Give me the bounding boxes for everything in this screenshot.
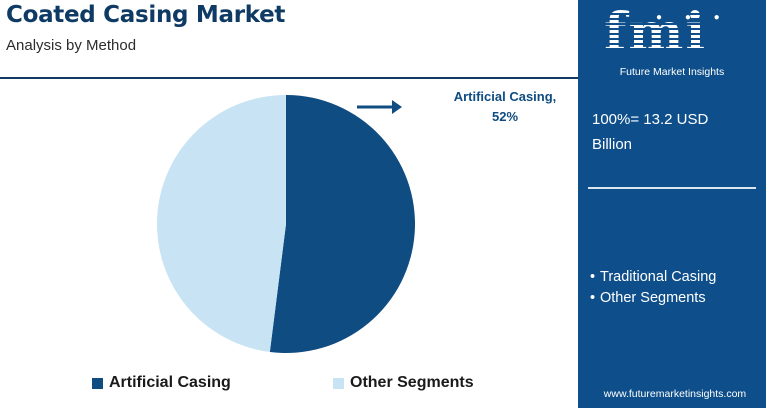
slice-callout: Artificial Casing, 52% xyxy=(430,87,580,127)
market-total-line2: Billion xyxy=(592,136,633,153)
segment-list: • Traditional Casing • Other Segments xyxy=(590,267,716,309)
segment-label: Other Segments xyxy=(600,290,706,306)
pie-chart xyxy=(156,95,415,353)
legend-label: Artificial Casing xyxy=(109,374,231,391)
title-divider xyxy=(0,77,578,79)
bullet-icon: • xyxy=(590,269,596,285)
legend-square-icon xyxy=(92,377,103,389)
bullet-icon: • xyxy=(590,290,596,306)
arrow-right-icon xyxy=(357,100,402,114)
segment-label: Traditional Casing xyxy=(600,269,717,285)
pie-slice-artificial-casing xyxy=(269,95,415,353)
pie-slice-other-segments xyxy=(156,95,286,352)
logo-mark: fmi xyxy=(604,2,708,63)
legend-item-other-segments: Other Segments xyxy=(333,374,474,392)
chart-title: Coated Casing Market xyxy=(6,2,286,28)
callout-value: 52% xyxy=(491,109,519,124)
market-total-line1: 100%= 13.2 USD xyxy=(592,111,709,128)
panel-divider xyxy=(588,187,756,189)
website-url[interactable]: www.futuremarketinsights.com xyxy=(603,388,747,400)
pie-slices xyxy=(156,95,415,353)
segment-item: • Other Segments xyxy=(590,288,716,309)
chart-subtitle: Analysis by Method xyxy=(6,37,137,54)
legend-square-icon xyxy=(333,377,344,389)
legend-item-artificial-casing: Artificial Casing xyxy=(92,374,231,392)
fmi-logo: fmi ● ● ● Future Market Insights xyxy=(598,2,746,80)
market-total: 100%= 13.2 USD Billion xyxy=(592,107,752,157)
logo-subtext: Future Market Insights xyxy=(619,66,725,78)
legend-label: Other Segments xyxy=(350,374,474,391)
callout-label: Artificial Casing, xyxy=(453,89,557,104)
logo-dots-icon: ● ● ● xyxy=(656,12,730,23)
segment-item: • Traditional Casing xyxy=(590,267,716,288)
info-panel: fmi ● ● ● Future Market Insights 100%= 1… xyxy=(578,0,766,408)
